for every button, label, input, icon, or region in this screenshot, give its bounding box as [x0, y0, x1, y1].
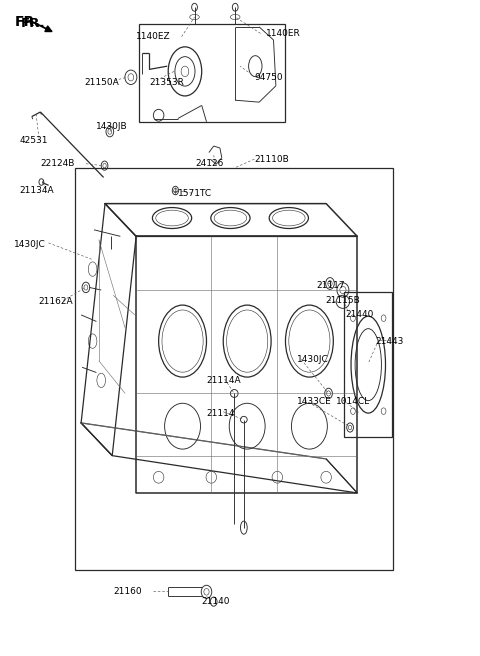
- Text: 1430JC: 1430JC: [14, 239, 46, 249]
- Text: 21140: 21140: [202, 597, 230, 606]
- Text: 21162A: 21162A: [38, 297, 72, 306]
- Text: 1140EZ: 1140EZ: [136, 32, 170, 41]
- Text: 21353R: 21353R: [149, 78, 184, 87]
- Text: 1140ER: 1140ER: [266, 29, 301, 38]
- Text: 21117: 21117: [317, 281, 345, 290]
- Text: 21115B: 21115B: [325, 296, 360, 305]
- Bar: [344, 292, 392, 438]
- Text: 42531: 42531: [20, 136, 48, 145]
- Text: 21443: 21443: [375, 337, 403, 346]
- Text: 1571TC: 1571TC: [178, 189, 212, 197]
- Text: 21110B: 21110B: [254, 155, 289, 163]
- Text: 21134A: 21134A: [20, 186, 54, 195]
- Text: 21114: 21114: [206, 409, 235, 418]
- Text: 1433CE: 1433CE: [297, 397, 331, 406]
- Text: 21160: 21160: [113, 586, 142, 596]
- Text: 21440: 21440: [345, 310, 373, 319]
- Text: 21114A: 21114A: [206, 376, 241, 385]
- Text: 24126: 24126: [195, 159, 223, 167]
- Text: 1430JC: 1430JC: [298, 355, 329, 364]
- Bar: [140, 24, 286, 122]
- Text: 94750: 94750: [254, 73, 283, 83]
- Text: 21150A: 21150A: [84, 78, 119, 87]
- Text: 1430JB: 1430JB: [96, 122, 128, 131]
- Bar: [75, 168, 393, 570]
- Text: 22124B: 22124B: [40, 159, 75, 167]
- Text: 1014CL: 1014CL: [336, 397, 370, 406]
- Text: FR.: FR.: [15, 15, 41, 30]
- Text: FR.: FR.: [21, 17, 46, 30]
